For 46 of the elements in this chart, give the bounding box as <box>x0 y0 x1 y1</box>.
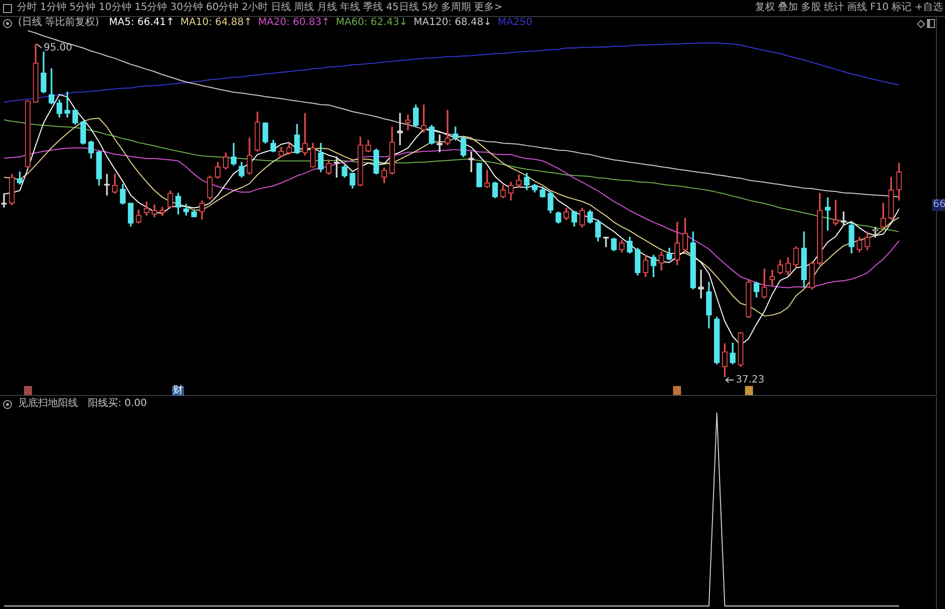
text: 标记 <box>892 2 912 14</box>
text: 季线 <box>363 2 384 14</box>
text: +自选 <box>914 2 943 14</box>
text: 月线 <box>317 2 338 14</box>
candlestick <box>444 110 450 146</box>
text: MA10: 64.88↑ <box>180 17 252 29</box>
text: 日线 <box>271 2 292 14</box>
text: 1分钟 <box>40 2 66 14</box>
text: MA120: 68.48↓ <box>414 17 492 29</box>
text: 周线 <box>294 2 314 14</box>
candlestick <box>1 194 7 208</box>
text: 66 <box>932 199 945 211</box>
candlestick <box>397 112 403 146</box>
annotation: 95.00 <box>44 42 72 54</box>
text: 30分钟 <box>170 2 203 14</box>
text: 更多> <box>474 2 503 14</box>
text: 年线 <box>340 2 360 14</box>
text: MA5: 66.41↑ <box>108 17 174 29</box>
text: 叠加 <box>778 2 798 14</box>
candlestick <box>698 270 704 298</box>
text: 分时 <box>17 2 37 14</box>
text: 阳线买: 0.00 <box>88 398 147 410</box>
text: 统计 <box>824 2 844 14</box>
text: 财 <box>172 385 184 396</box>
candlestick <box>603 236 609 248</box>
chart-title: (日线 等比前复权) <box>18 17 99 29</box>
text: MA20: 60.83↑ <box>258 17 330 29</box>
text: 60分钟 <box>206 2 239 14</box>
text: 45日线 <box>386 2 419 14</box>
text: 复权 <box>755 2 776 14</box>
text: F10 <box>870 2 889 14</box>
candlestick <box>48 68 54 104</box>
text: 多股 <box>801 2 822 14</box>
text: 5秒 <box>422 2 438 14</box>
annotation: 37.23 <box>736 374 764 386</box>
chart-title: 见底扫地阳线 <box>18 398 78 410</box>
text: MA60: 62.43↓ <box>336 17 408 29</box>
text: 画线 <box>847 2 868 14</box>
candlestick <box>302 112 308 156</box>
text: 10分钟 <box>98 2 132 14</box>
candlestick <box>104 174 110 196</box>
text: 2小时 <box>242 2 268 14</box>
text: 多周期 <box>441 2 472 14</box>
text: 15分钟 <box>134 2 168 14</box>
text: MA250 <box>498 17 532 29</box>
text: 5分钟 <box>69 2 96 14</box>
